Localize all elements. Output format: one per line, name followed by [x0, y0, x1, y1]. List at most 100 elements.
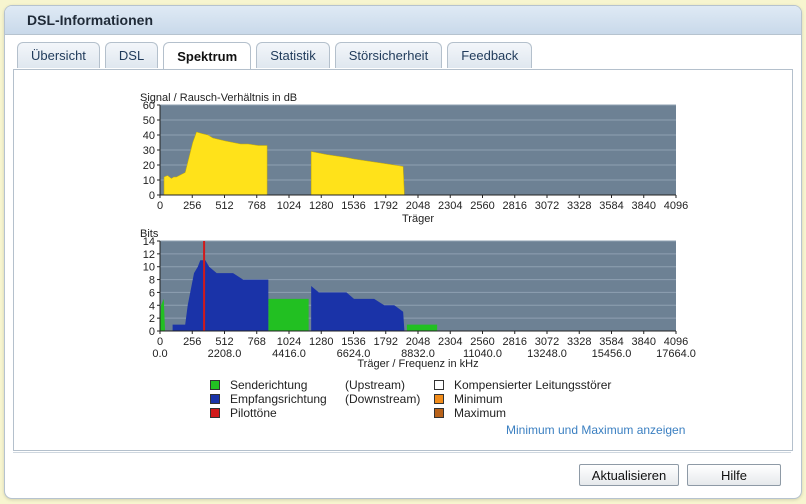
legend-swatch — [210, 408, 220, 418]
legend-swatch — [210, 380, 220, 390]
bits-ytick-label: 12 — [143, 249, 155, 261]
snr-xtick-label: 3584 — [599, 200, 623, 212]
tab-dsl[interactable]: DSL — [104, 42, 159, 68]
snr-ytick-label: 30 — [143, 145, 155, 157]
divider — [13, 452, 791, 453]
legend-item-minimum: Minimum — [434, 392, 611, 406]
bits-ytick-label: 2 — [149, 313, 155, 325]
legend-swatch — [434, 394, 444, 404]
snr-xlabel: Träger — [402, 213, 434, 225]
legend-hint-downstream: (Downstream) — [345, 392, 421, 406]
legend-label: Maximum — [454, 406, 507, 420]
bits-xtick-label: 3840 — [632, 336, 656, 348]
dsl-info-window: DSL-Informationen Übersicht DSL Spektrum… — [4, 5, 802, 499]
snr-ytick-label: 20 — [143, 160, 155, 172]
bits-xtick-label: 2304 — [438, 336, 462, 348]
bits-xtick-label: 2560 — [470, 336, 494, 348]
snr-ytick-label: 0 — [149, 190, 155, 202]
bits-freq-label: 13248.0 — [527, 348, 567, 360]
bits-upstream-area — [406, 324, 438, 331]
bits-ytick-label: 6 — [149, 287, 155, 299]
legend-label: Empfangsrichtung — [230, 392, 327, 406]
snr-xtick-label: 3072 — [535, 200, 559, 212]
bits-xtick-label: 768 — [248, 336, 266, 348]
snr-xtick-label: 0 — [157, 200, 163, 212]
snr-xtick-label: 1024 — [277, 200, 301, 212]
legend-extra: Kompensierter Leitungsstörer Minimum Max… — [434, 378, 611, 420]
bits-xtick-label: 3072 — [535, 336, 559, 348]
bits-ylabel: Bits — [140, 228, 159, 240]
legend-label: Kompensierter Leitungsstörer — [454, 378, 612, 392]
show-min-max-link[interactable]: Minimum und Maximum anzeigen — [506, 423, 686, 437]
snr-xtick-label: 2816 — [503, 200, 527, 212]
snr-xtick-label: 4096 — [664, 200, 688, 212]
bits-freq-label: 0.0 — [152, 348, 167, 360]
legend-item-maximum: Maximum — [434, 406, 611, 420]
bits-xtick-label: 4096 — [664, 336, 688, 348]
bits-downstream-area — [172, 260, 269, 331]
legend-swatch — [434, 380, 444, 390]
tab-uebersicht[interactable]: Übersicht — [17, 42, 100, 68]
refresh-button[interactable]: Aktualisieren — [579, 464, 679, 486]
legend-hint-upstream: (Upstream) — [345, 378, 406, 392]
legend-direction: Senderichtung Empfangsrichtung Pilottöne — [210, 378, 327, 420]
bits-xtick-label: 2816 — [503, 336, 527, 348]
bits-ytick-label: 8 — [149, 275, 155, 287]
snr-xtick-label: 512 — [215, 200, 233, 212]
snr-ytick-label: 50 — [143, 115, 155, 127]
help-button[interactable]: Hilfe — [687, 464, 781, 486]
bits-downstream-area — [311, 286, 405, 331]
bits-xtick-label: 1792 — [374, 336, 398, 348]
window-title: DSL-Informationen — [5, 6, 801, 35]
tab-feedback[interactable]: Feedback — [447, 42, 533, 68]
snr-xtick-label: 3328 — [567, 200, 591, 212]
snr-xtick-label: 2304 — [438, 200, 462, 212]
legend-label: Pilottöne — [230, 406, 277, 420]
bits-freq-label: 17664.0 — [656, 348, 696, 360]
bits-ytick-label: 14 — [143, 236, 155, 248]
bits-xtick-label: 2048 — [406, 336, 430, 348]
snr-xtick-label: 2048 — [406, 200, 430, 212]
bits-freq-label: 11040.0 — [463, 348, 502, 360]
snr-series-area — [163, 131, 405, 196]
legend-item-downstream: Empfangsrichtung — [210, 392, 327, 406]
legend-item-compensated: Kompensierter Leitungsstörer — [434, 378, 611, 392]
bits-upstream-area — [268, 298, 309, 331]
tab-spektrum[interactable]: Spektrum — [163, 42, 252, 69]
legend-item-pilot: Pilottöne — [210, 406, 327, 420]
bits-xtick-label: 1280 — [309, 336, 333, 348]
bits-xtick-label: 1024 — [277, 336, 301, 348]
bits-ytick-label: 4 — [149, 300, 155, 312]
legend-swatch — [210, 394, 220, 404]
legend-label: Minimum — [454, 392, 503, 406]
bits-xtick-label: 256 — [183, 336, 201, 348]
snr-xtick-label: 1536 — [341, 200, 365, 212]
legend-label: Senderichtung — [230, 378, 308, 392]
snr-ytick-label: 60 — [143, 100, 155, 112]
bits-freq-label: 4416.0 — [272, 348, 306, 360]
tab-statistik[interactable]: Statistik — [256, 42, 330, 68]
snr-xtick-label: 256 — [183, 200, 201, 212]
spectrum-panel: Signal / Rausch-Verhältnis in dB 0 10 20 30… — [13, 69, 793, 451]
bits-xtick-label: 3584 — [599, 336, 623, 348]
tab-stoersicherheit[interactable]: Störsicherheit — [334, 42, 443, 68]
bits-xtick-label: 1536 — [341, 336, 365, 348]
snr-xtick-label: 1792 — [374, 200, 398, 212]
snr-ytick-label: 10 — [143, 175, 155, 187]
bits-freq-label: 2208.0 — [208, 348, 242, 360]
bits-freq-label: 15456.0 — [592, 348, 632, 360]
snr-ylabel: Signal / Rausch-Verhältnis in dB — [140, 92, 297, 104]
legend-item-upstream: Senderichtung — [210, 378, 327, 392]
tab-bar: Übersicht DSL Spektrum Statistik Störsic… — [17, 42, 533, 69]
bits-ytick-label: 10 — [143, 262, 155, 274]
snr-ytick-label: 40 — [143, 130, 155, 142]
snr-xtick-label: 768 — [248, 200, 266, 212]
bits-xtick-label: 512 — [215, 336, 233, 348]
snr-xtick-label: 2560 — [470, 200, 494, 212]
snr-xtick-label: 1280 — [309, 200, 333, 212]
bits-xlabel: Träger / Frequenz in kHz — [357, 358, 478, 370]
bits-freq-label: 8832.0 — [401, 348, 435, 360]
bits-ytick-label: 0 — [149, 326, 155, 338]
bits-xtick-label: 3328 — [567, 336, 591, 348]
legend-swatch — [434, 408, 444, 418]
